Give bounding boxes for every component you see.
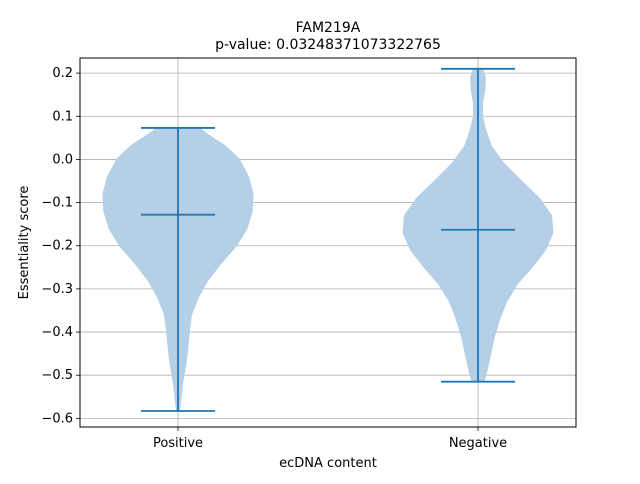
x-axis-label: ecDNA content — [279, 456, 377, 471]
x-axis-ticks: Positive Negative — [153, 427, 507, 451]
y-tick-label: −0.4 — [41, 325, 73, 340]
y-tick-label: −0.6 — [41, 411, 73, 426]
x-tick-label: Positive — [153, 436, 203, 451]
y-tick-label: −0.2 — [41, 239, 73, 254]
y-axis-ticks: −0.6 −0.5 −0.4 −0.3 −0.2 −0.1 0.0 0.1 0.2 — [41, 66, 80, 426]
chart-subtitle: p-value: 0.03248371073322765 — [215, 37, 441, 53]
y-tick-label: −0.5 — [41, 368, 73, 383]
plot-frame — [79, 57, 577, 428]
y-tick-label: −0.3 — [41, 282, 73, 297]
y-axis-label: Essentiality score — [17, 186, 32, 300]
y-tick-label: 0.0 — [52, 152, 73, 167]
y-tick-label: 0.1 — [52, 109, 73, 124]
violin-stat-lines — [141, 67, 515, 412]
y-tick-label: 0.2 — [52, 66, 73, 81]
violins — [102, 68, 554, 412]
chart-title: FAM219A — [296, 20, 361, 36]
y-tick-label: −0.1 — [41, 196, 73, 211]
x-tick-label: Negative — [449, 436, 507, 451]
